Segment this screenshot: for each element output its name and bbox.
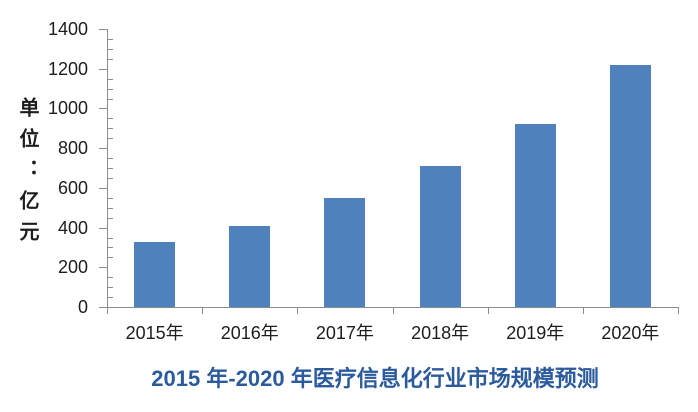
bar: [419, 166, 461, 307]
x-tick-label: 2016年: [220, 323, 279, 343]
chart-title: 2015 年-2020 年医疗信息化行业市场规模预测: [151, 366, 599, 391]
bar: [324, 197, 366, 307]
y-tick-label: 1000: [47, 98, 88, 119]
y-tick-label: 200: [57, 257, 88, 278]
x-tick: [678, 308, 679, 314]
y-minor-tick: [108, 297, 113, 299]
y-minor-tick: [108, 118, 113, 120]
y-tick-label: 0: [77, 297, 88, 317]
y-major-tick: [99, 29, 107, 30]
y-minor-tick: [108, 207, 113, 209]
y-major-tick: [99, 227, 107, 229]
x-tick: [582, 308, 584, 314]
y-minor-tick: [108, 247, 113, 249]
y-axis-title: 单位：亿元: [16, 97, 38, 252]
y-minor-tick: [108, 38, 113, 40]
y-major-tick: [99, 267, 107, 269]
y-minor-tick: [108, 197, 113, 199]
x-tick: [392, 308, 394, 314]
x-tick: [297, 308, 299, 314]
bar: [229, 225, 271, 307]
x-tick: [202, 308, 204, 314]
y-minor-tick: [108, 98, 113, 100]
y-minor-tick: [108, 48, 113, 50]
x-tick-label: 2020年: [601, 323, 660, 343]
y-major-tick: [99, 108, 107, 110]
y-tick-label: 800: [57, 138, 88, 159]
bar: [609, 64, 651, 307]
x-axis-line: [107, 307, 679, 308]
x-tick-label: 2015年: [125, 323, 184, 343]
bar: [134, 241, 176, 307]
y-minor-tick: [108, 257, 113, 259]
bar: [514, 124, 556, 307]
y-tick-label: 400: [57, 217, 88, 238]
x-tick: [487, 308, 489, 314]
y-major-tick: [99, 68, 107, 70]
y-minor-tick: [108, 78, 113, 80]
y-major-tick: [99, 187, 107, 189]
y-major-tick: [99, 307, 107, 308]
y-tick-label: 600: [57, 177, 88, 198]
y-minor-tick: [108, 177, 113, 179]
y-minor-tick: [108, 88, 113, 90]
x-tick-label: 2019年: [506, 323, 565, 343]
x-tick-label: 2017年: [315, 323, 374, 343]
y-tick-label: 1200: [47, 58, 88, 79]
y-minor-tick: [108, 277, 113, 279]
y-minor-tick: [108, 158, 113, 160]
y-minor-tick: [108, 58, 113, 60]
y-minor-tick: [108, 287, 113, 289]
y-major-tick: [99, 148, 107, 150]
y-tick-label: 1400: [47, 19, 88, 39]
y-minor-tick: [108, 138, 113, 140]
y-axis-line: [107, 29, 108, 308]
y-minor-tick: [108, 217, 113, 219]
y-minor-tick: [108, 128, 113, 130]
x-tick-label: 2018年: [411, 323, 470, 343]
y-minor-tick: [108, 237, 113, 239]
y-minor-tick: [108, 168, 113, 169]
x-tick: [107, 308, 108, 314]
